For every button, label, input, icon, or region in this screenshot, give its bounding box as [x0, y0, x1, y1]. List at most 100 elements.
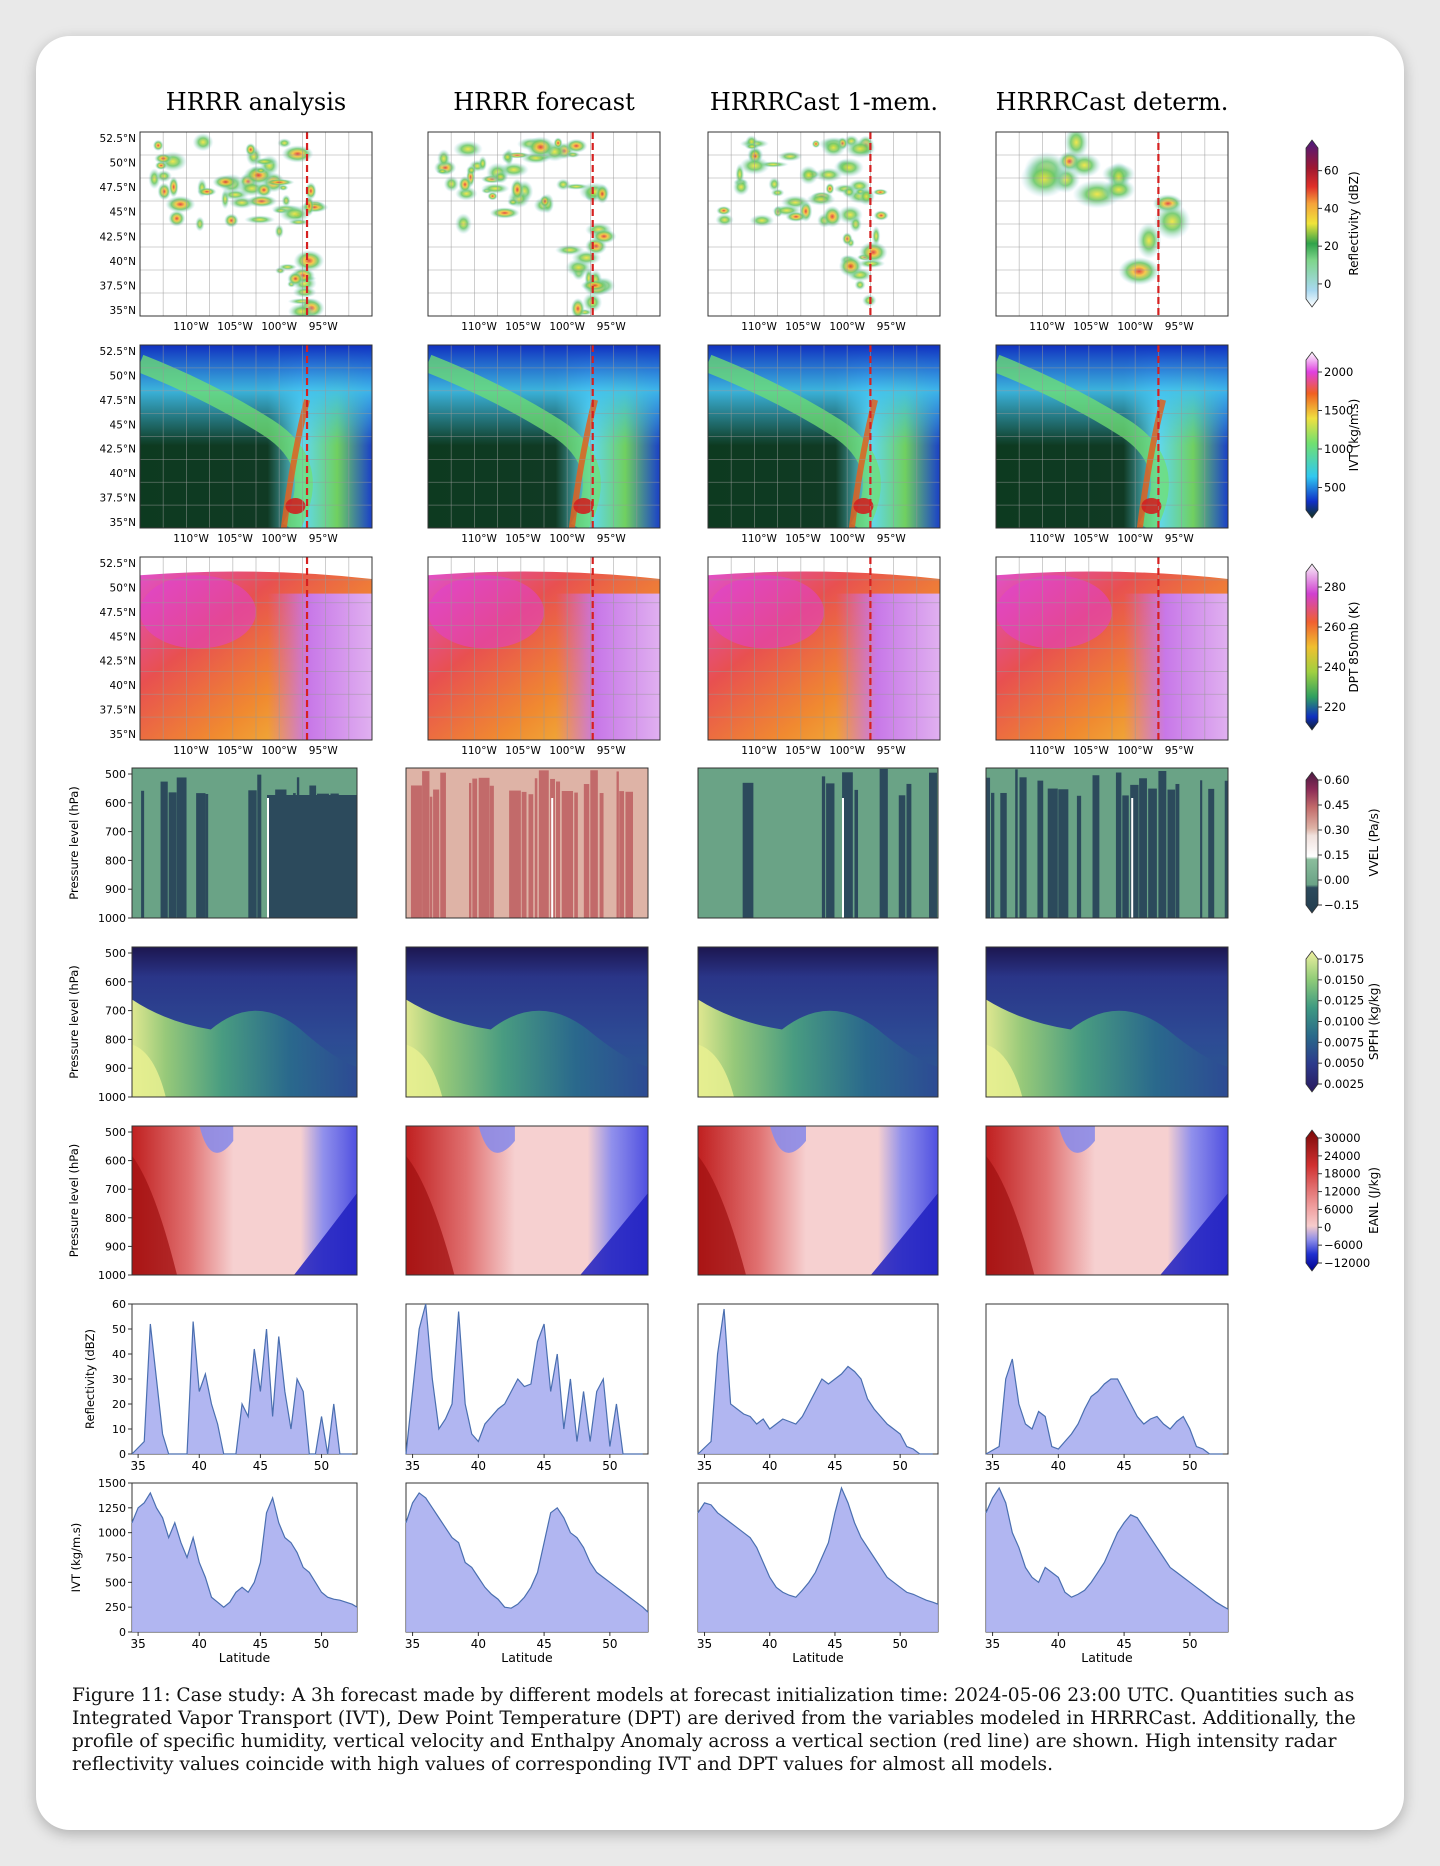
map-frame: [995, 556, 1229, 741]
series-line: [697, 1486, 939, 1605]
colorbar-tick-label: 1000: [1324, 442, 1353, 456]
colorbar-tick-label: 240: [1324, 660, 1346, 674]
map-row-dpt: 52.5°N 50°N 47.5°N 45°N 42.5°N 40°N 37.5°N 35°N…: [100, 556, 1229, 757]
x-tick-label: 35: [697, 1459, 712, 1473]
map-frame: [707, 344, 941, 529]
x-tick-label: 40: [1051, 1637, 1066, 1651]
map-frame: [995, 344, 1229, 529]
reflectivity-cell: [841, 185, 857, 199]
map-panel: 110°W 105°W 100°W 95°W: [427, 556, 661, 757]
vvel-column: [1058, 789, 1069, 918]
y-tick-label: 800: [105, 1212, 126, 1225]
y-tick-label: 600: [105, 1155, 126, 1168]
reflectivity-cell: [489, 207, 520, 219]
x-tick-label: 40: [471, 1637, 486, 1651]
y-tick-label: 600: [105, 797, 126, 810]
lat-tick-label: 52.5°N: [100, 346, 136, 358]
vvel-column: [205, 793, 209, 918]
y-axis-label: IVT (kg/m.s): [69, 1523, 83, 1593]
series-line: [985, 1486, 1229, 1610]
map-frame: [139, 344, 373, 529]
lon-tick-label: 110°W: [1029, 321, 1065, 333]
reflectivity-cell: [563, 183, 590, 190]
lon-tick-label: 110°W: [173, 533, 209, 545]
map-frame: [995, 131, 1229, 317]
reflectivity-cell: [245, 143, 257, 157]
lon-tick-label: 110°W: [173, 745, 209, 757]
lat-tick-label: 37.5°N: [100, 280, 136, 292]
vvel-column: [472, 778, 478, 918]
vvel-column: [440, 772, 446, 918]
section-frame: [405, 767, 649, 919]
section-panel: 500 600 700 800 900 1000 Pressure level (hPa): [67, 1125, 358, 1282]
lat-tick-label: 50°N: [110, 370, 136, 382]
reflectivity-cell: [458, 175, 472, 194]
y-tick-label: 1000: [98, 1527, 126, 1540]
colorbar-tick-label: 0: [1324, 277, 1331, 291]
section-panel: 500 600 700 800 900 1000 Pressure level (hPa): [67, 946, 358, 1104]
dpt-region: [428, 575, 544, 649]
x-tick-label: 45: [253, 1637, 268, 1651]
y-tick-label: 900: [105, 1240, 126, 1253]
x-tick-label: 50: [1182, 1637, 1197, 1651]
lon-tick-label: 100°W: [829, 745, 865, 757]
reflectivity-cell: [292, 286, 317, 298]
vvel-column: [257, 774, 262, 918]
map-row-refl: 52.5°N 50°N 47.5°N 45°N 42.5°N 40°N 37.5°N 35°N…: [100, 131, 1229, 333]
lat-tick-label: 50°N: [110, 158, 136, 170]
colorbar-ramp: [1305, 950, 1319, 1093]
section-frame: [131, 946, 358, 1098]
warm-anomaly: [986, 1155, 1035, 1275]
lat-tick-label: 37.5°N: [100, 493, 136, 505]
reflectivity-cell: [580, 279, 609, 292]
colorbar-tick-label: 220: [1324, 700, 1346, 714]
lon-tick-label: 105°W: [785, 321, 821, 333]
reflectivity-cell: [244, 215, 276, 224]
area-fill: [986, 1487, 1228, 1632]
dpt-region: [996, 575, 1112, 649]
colorbar-tick-label: 0.0125: [1324, 994, 1364, 1008]
map-frame: [427, 131, 661, 317]
colorbar-label: VVEL (Pa/s): [1367, 808, 1381, 876]
vvel-updraft: [842, 798, 844, 918]
vvel-column: [619, 791, 625, 918]
y-tick-label: 20: [112, 1398, 126, 1411]
x-axis-label: Latitude: [501, 1650, 553, 1665]
map-panel: 110°W 105°W 100°W 95°W: [427, 131, 661, 333]
reflectivity-cell: [478, 155, 488, 172]
ivt-maximum: [1141, 498, 1162, 515]
colorbar-tick-label: 0.0150: [1324, 973, 1364, 987]
x-tick-label: 50: [314, 1459, 329, 1473]
vvel-column: [625, 791, 633, 918]
moist-layer: [698, 999, 938, 1097]
vvel-column: [422, 771, 430, 918]
vvel-column: [906, 783, 912, 918]
column-titles: HRRR analysis HRRR forecast HRRRCast 1-mem…: [166, 88, 1229, 116]
lat-tick-label: 50°N: [110, 582, 136, 594]
line-chart-panel: 35 40 45 50: [985, 1303, 1229, 1473]
lon-tick-label: 100°W: [549, 321, 585, 333]
lat-tick-label: 40°N: [110, 256, 136, 268]
vvel-column: [410, 785, 422, 918]
vvel-column: [538, 770, 549, 918]
vvel-column: [599, 793, 604, 918]
reflectivity-cell: [854, 279, 866, 291]
lon-tick-label: 100°W: [829, 533, 865, 545]
vvel-column: [1158, 771, 1167, 918]
lon-tick-label: 95°W: [597, 321, 627, 333]
y-tick-label: 50: [112, 1323, 126, 1336]
vvel-column: [555, 781, 561, 918]
reflectivity-cell: [254, 167, 267, 174]
colorbar-label: EANL (J/kg): [1367, 1167, 1381, 1234]
y-tick-label: 500: [105, 768, 126, 781]
dpt-region: [140, 575, 256, 649]
x-tick-label: 45: [536, 1459, 551, 1473]
cold-anomaly: [580, 1193, 648, 1275]
section-frame: [131, 1125, 358, 1276]
reflectivity-cell: [1067, 152, 1102, 178]
lat-tick-label: 42.5°N: [100, 444, 136, 456]
moist-core: [698, 1044, 734, 1097]
area-fill: [406, 1492, 648, 1632]
